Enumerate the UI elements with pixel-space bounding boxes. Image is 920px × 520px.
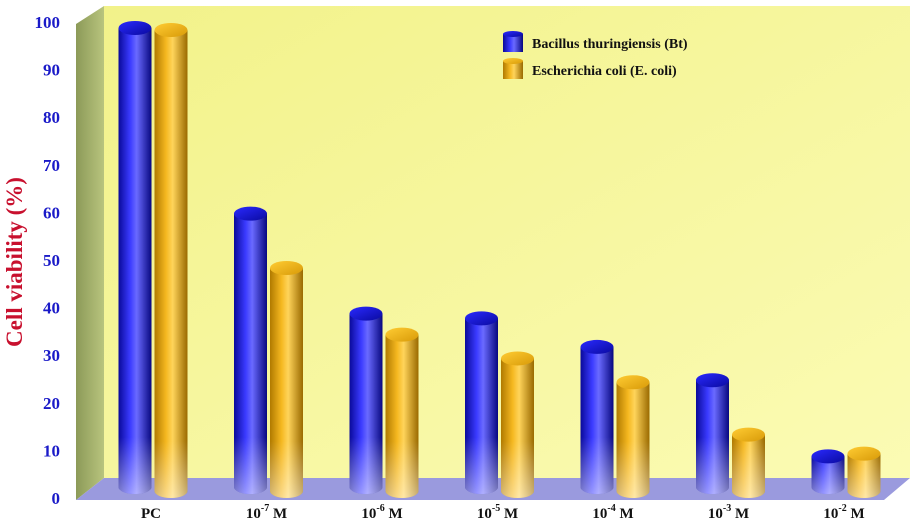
y-tick-label: 30 [43,346,60,365]
bar-top-cap [118,21,152,35]
bar-top-cap [154,23,188,37]
bar-base-glow [154,441,188,499]
legend-swatch [503,34,523,52]
bar-top-cap [580,339,614,354]
bar-base-glow [732,441,765,499]
bar-base-glow [234,437,267,494]
legend-item: Escherichia coli (E. coli) [503,58,677,79]
bar-base-glow [696,437,729,495]
bar-top-cap [385,327,419,342]
bar-top-cap [349,306,383,321]
x-tick-label: 10-3 M [708,503,749,520]
y-axis: 0 10 20 30 40 50 60 70 80 90 100 [35,13,61,508]
bar-base-glow [385,441,419,499]
bar-base-glow [270,441,303,499]
legend-swatch-cap [503,58,523,64]
y-tick-label: 80 [43,108,60,127]
bar-body [270,268,303,499]
bar-base-glow [616,441,650,499]
bar-base-glow [465,437,498,495]
bar-top-cap [696,373,729,388]
bar-top-cap [501,351,534,366]
bar-base-glow [349,437,383,495]
bar-top-cap [465,311,498,326]
y-tick-label: 0 [52,489,61,508]
legend: Bacillus thuringiensis (Bt) Escherichia c… [503,31,688,79]
bar-top-cap [616,375,650,390]
x-tick-label: 10-6 M [361,503,402,520]
x-tick-label: 10-5 M [477,503,518,520]
x-tick-label: PC [141,506,161,520]
bar-top-cap [811,449,845,464]
x-tick-label: 10-7 M [246,503,287,520]
legend-swatch [503,61,523,79]
bar [847,446,881,499]
y-tick-label: 10 [43,441,60,460]
legend-label: Escherichia coli (E. coli) [532,64,677,79]
y-tick-label: 20 [43,394,60,413]
y-tick-label: 90 [43,61,60,80]
bar-base-glow [580,437,614,495]
bar [349,306,383,495]
bar-top-cap [270,261,303,275]
bar [154,23,188,499]
y-tick-label: 100 [35,13,61,32]
bar [385,327,419,499]
bar-base-glow [501,441,534,498]
bar [465,311,498,495]
legend-swatch-cap [503,31,523,37]
x-axis: PC 10-7 M 10-6 M 10-5 M 10-4 M 10-3 M 10-2 M [141,503,865,520]
bar [234,206,267,494]
bar [501,351,534,498]
bar-body [118,28,152,494]
bar [118,21,152,494]
y-tick-label: 40 [43,299,60,318]
bar-top-cap [234,206,267,221]
legend-label: Bacillus thuringiensis (Bt) [532,37,688,52]
bar-base-glow [847,453,881,499]
y-axis-label: Cell viability (%) [2,177,27,347]
bar [616,375,650,499]
bar-top-cap [732,427,765,442]
chart-side-wall [76,6,104,500]
bar [270,261,303,499]
bar-body [234,213,267,494]
bar [696,373,729,495]
y-tick-label: 50 [43,251,60,270]
bar [580,339,614,495]
x-tick-label: 10-2 M [823,503,864,520]
bar [732,427,765,499]
bar-base-glow [118,437,152,494]
chart-back-wall [104,6,910,478]
bars [118,21,881,499]
bar-top-cap [847,446,881,461]
bar [811,449,845,495]
x-tick-label: 10-4 M [592,503,633,520]
legend-item: Bacillus thuringiensis (Bt) [503,31,688,52]
bar-base-glow [811,456,845,495]
y-tick-label: 60 [43,203,60,222]
y-tick-label: 70 [43,156,60,175]
bar-body [154,30,188,499]
